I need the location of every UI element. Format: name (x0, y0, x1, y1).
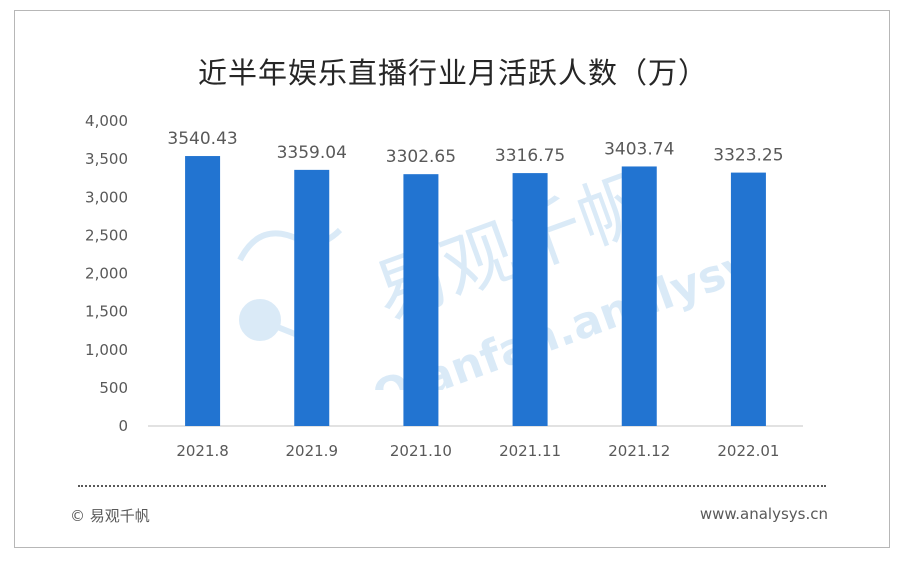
x-tick-label: 2022.01 (717, 442, 779, 460)
bar (294, 169, 330, 426)
bar (403, 174, 439, 426)
chart-title: 近半年娱乐直播行业月活跃人数（万） (197, 56, 708, 90)
bar (621, 166, 657, 426)
bar (730, 172, 766, 426)
x-tick-label: 2021.9 (286, 442, 339, 460)
x-tick-label: 2021.8 (176, 442, 229, 460)
y-tick-label: 500 (99, 379, 128, 397)
bar (512, 173, 548, 426)
y-tick-label: 1,500 (85, 303, 128, 321)
y-tick-label: 4,000 (85, 112, 128, 130)
x-tick-label: 2021.11 (499, 442, 561, 460)
y-tick-label: 1,000 (85, 341, 128, 359)
y-tick-label: 0 (118, 417, 128, 435)
y-tick-label: 2,000 (85, 265, 128, 283)
y-tick-label: 2,500 (85, 226, 128, 244)
website-label: www.analysys.cn (699, 505, 828, 523)
source-label: © 易观千帆 (70, 507, 150, 525)
data-label: 3359.04 (277, 143, 347, 163)
x-tick-label: 2021.12 (608, 442, 670, 460)
y-tick-label: 3,000 (85, 188, 128, 206)
data-label: 3302.65 (386, 147, 456, 167)
x-tick-label: 2021.10 (390, 442, 452, 460)
bar (185, 156, 221, 426)
footer-divider (78, 485, 826, 487)
data-label: 3316.75 (495, 146, 565, 166)
data-label: 3323.25 (713, 146, 783, 166)
data-label: 3540.43 (167, 129, 237, 149)
data-label: 3403.74 (604, 139, 674, 159)
y-tick-label: 3,500 (85, 150, 128, 168)
